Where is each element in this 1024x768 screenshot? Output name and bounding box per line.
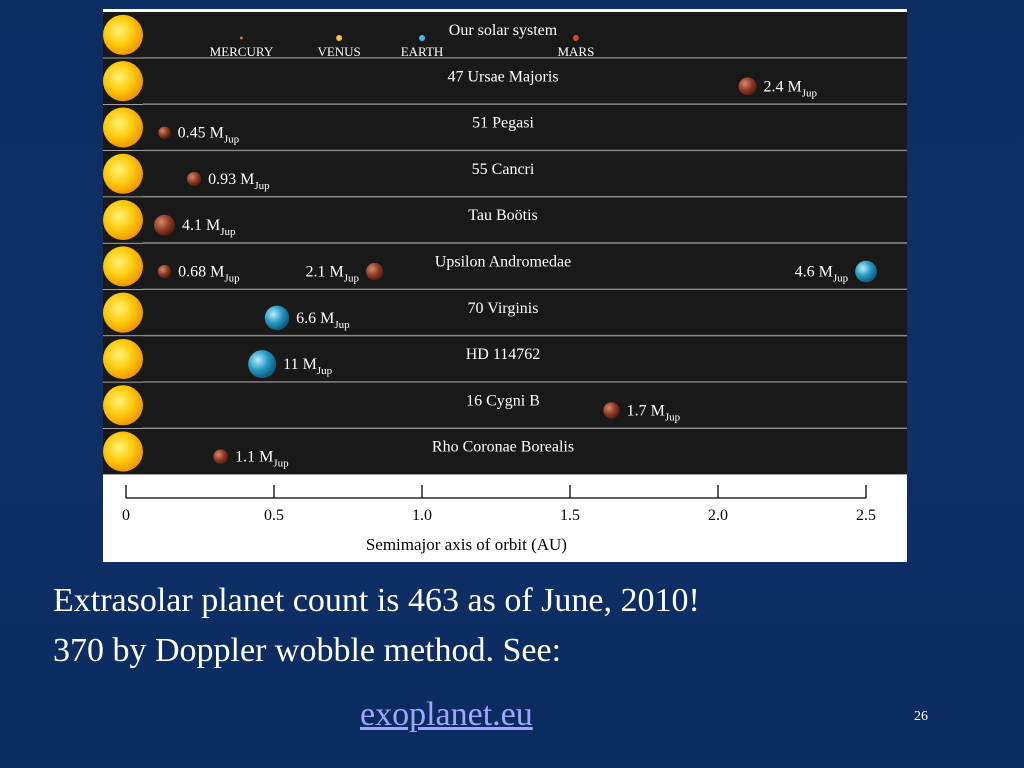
row-system: 70 Virginis 6.6 MJup [103, 288, 907, 336]
row-background [103, 150, 907, 197]
exoplanet-icon [213, 449, 229, 465]
row-system: 51 Pegasi 0.45 MJup [103, 103, 907, 151]
caption-line-1: Extrasolar planet count is 463 as of Jun… [53, 582, 700, 619]
row-system: Tau Boötis 4.1 MJup [103, 195, 907, 243]
planet-mass-label: 2.4 MJup [764, 78, 818, 99]
planet-mass-label: 0.45 MJup [178, 125, 240, 146]
system-name: Tau Boötis [468, 207, 538, 224]
system-name: 55 Cancri [472, 161, 535, 178]
row-background [103, 243, 907, 290]
exoplanet-icon [264, 305, 290, 331]
host-star-icon [103, 431, 143, 472]
solar-planet-label: MARS [557, 44, 594, 59]
row-background [103, 197, 907, 243]
host-star-icon [103, 246, 143, 287]
caption: Extrasolar planet count is 463 as of Jun… [53, 576, 993, 676]
host-star-icon [103, 61, 143, 102]
row-background [103, 58, 907, 104]
system-name: 70 Virginis [468, 300, 539, 317]
exoplanet-icon [154, 214, 175, 236]
row-background [103, 104, 907, 151]
axis-tick-label: 2.0 [708, 507, 728, 524]
planet-mass-label: 2.1 MJup [305, 264, 359, 285]
axis-tick-label: 0.5 [264, 507, 284, 524]
exoplanet-icon [158, 126, 171, 139]
row-system: 55 Cancri 0.93 MJup [103, 149, 907, 197]
host-star-icon [103, 292, 143, 333]
system-name: 16 Cygni B [466, 392, 540, 409]
row-solar-system: Our solar system MERCURY VENUS EARTH MARS [103, 12, 907, 59]
row-background [103, 382, 907, 429]
orbit-axis: 0 0.5 1.0 1.5 2.0 2.5 Semimajor axis of orbit … [122, 485, 876, 554]
system-name: 47 Ursae Majoris [447, 68, 558, 85]
planet-mass-label: 11 MJup [283, 356, 332, 377]
planet-mass-label: 6.6 MJup [296, 310, 350, 331]
earth-planet-icon [419, 35, 425, 41]
exoplanet-icon [738, 77, 757, 96]
planet-mass-label: 4.6 MJup [795, 264, 849, 285]
system-name: Upsilon Andromedae [435, 254, 571, 271]
planet-mass-label: 4.1 MJup [182, 217, 236, 238]
exoplanet-icon [248, 350, 277, 379]
row-background [103, 336, 907, 382]
exoplanet-link[interactable]: exoplanet.eu [360, 696, 533, 733]
row-system: 16 Cygni B 1.7 MJup [103, 381, 907, 429]
planet-mass-label: 0.93 MJup [208, 171, 270, 192]
axis-tick-label: 2.5 [856, 507, 876, 524]
planet-mass-label: 1.7 MJup [627, 402, 681, 423]
mars-planet-icon [572, 35, 579, 41]
host-star-icon [103, 14, 143, 55]
host-star-icon [103, 200, 143, 241]
row-system: 47 Ursae Majoris 2.4 MJup [103, 57, 907, 104]
row-background [103, 428, 907, 475]
slide-number: 26 [914, 709, 928, 724]
solar-planet-label: VENUS [317, 44, 360, 59]
row-background [103, 12, 907, 58]
host-star-icon [103, 107, 143, 148]
solar-planet-label: EARTH [401, 44, 444, 59]
host-star-icon [103, 153, 143, 194]
solar-planet-label: MERCURY [210, 44, 274, 59]
host-star-icon [103, 385, 143, 426]
axis-tick-label: 1.0 [412, 507, 432, 524]
row-system: Upsilon Andromedae 0.68 MJup 2.1 MJup 4.6 M… [103, 242, 907, 290]
axis-tick-label: 1.5 [560, 507, 580, 524]
row-system: HD 114762 11 MJup [103, 334, 907, 382]
exoplanet-icon [603, 402, 620, 419]
venus-planet-icon [336, 35, 343, 41]
exoplanet-icon [186, 171, 202, 186]
planet-mass-label: 0.68 MJup [178, 264, 240, 285]
mercury-planet-icon [239, 36, 243, 40]
system-name: Rho Coronae Borealis [432, 439, 574, 456]
host-star-icon [103, 338, 143, 379]
row-background [103, 289, 907, 336]
exoplanet-icon [366, 262, 384, 281]
exoplanet-icon [855, 260, 877, 283]
system-name: 51 Pegasi [472, 115, 534, 132]
exoplanet-diagram: Our solar system MERCURY VENUS EARTH MARS 47 … [103, 9, 907, 562]
row-system: Rho Coronae Borealis 1.1 MJup [103, 427, 907, 475]
caption-line-2: 370 by Doppler wobble method. See: [53, 632, 562, 669]
system-name: HD 114762 [466, 346, 541, 363]
axis-title: Semimajor axis of orbit (AU) [366, 535, 567, 554]
planet-mass-label: 1.1 MJup [235, 449, 289, 470]
system-name: Our solar system [449, 22, 558, 39]
exoplanet-icon [157, 264, 172, 279]
axis-tick-label: 0 [122, 507, 130, 524]
